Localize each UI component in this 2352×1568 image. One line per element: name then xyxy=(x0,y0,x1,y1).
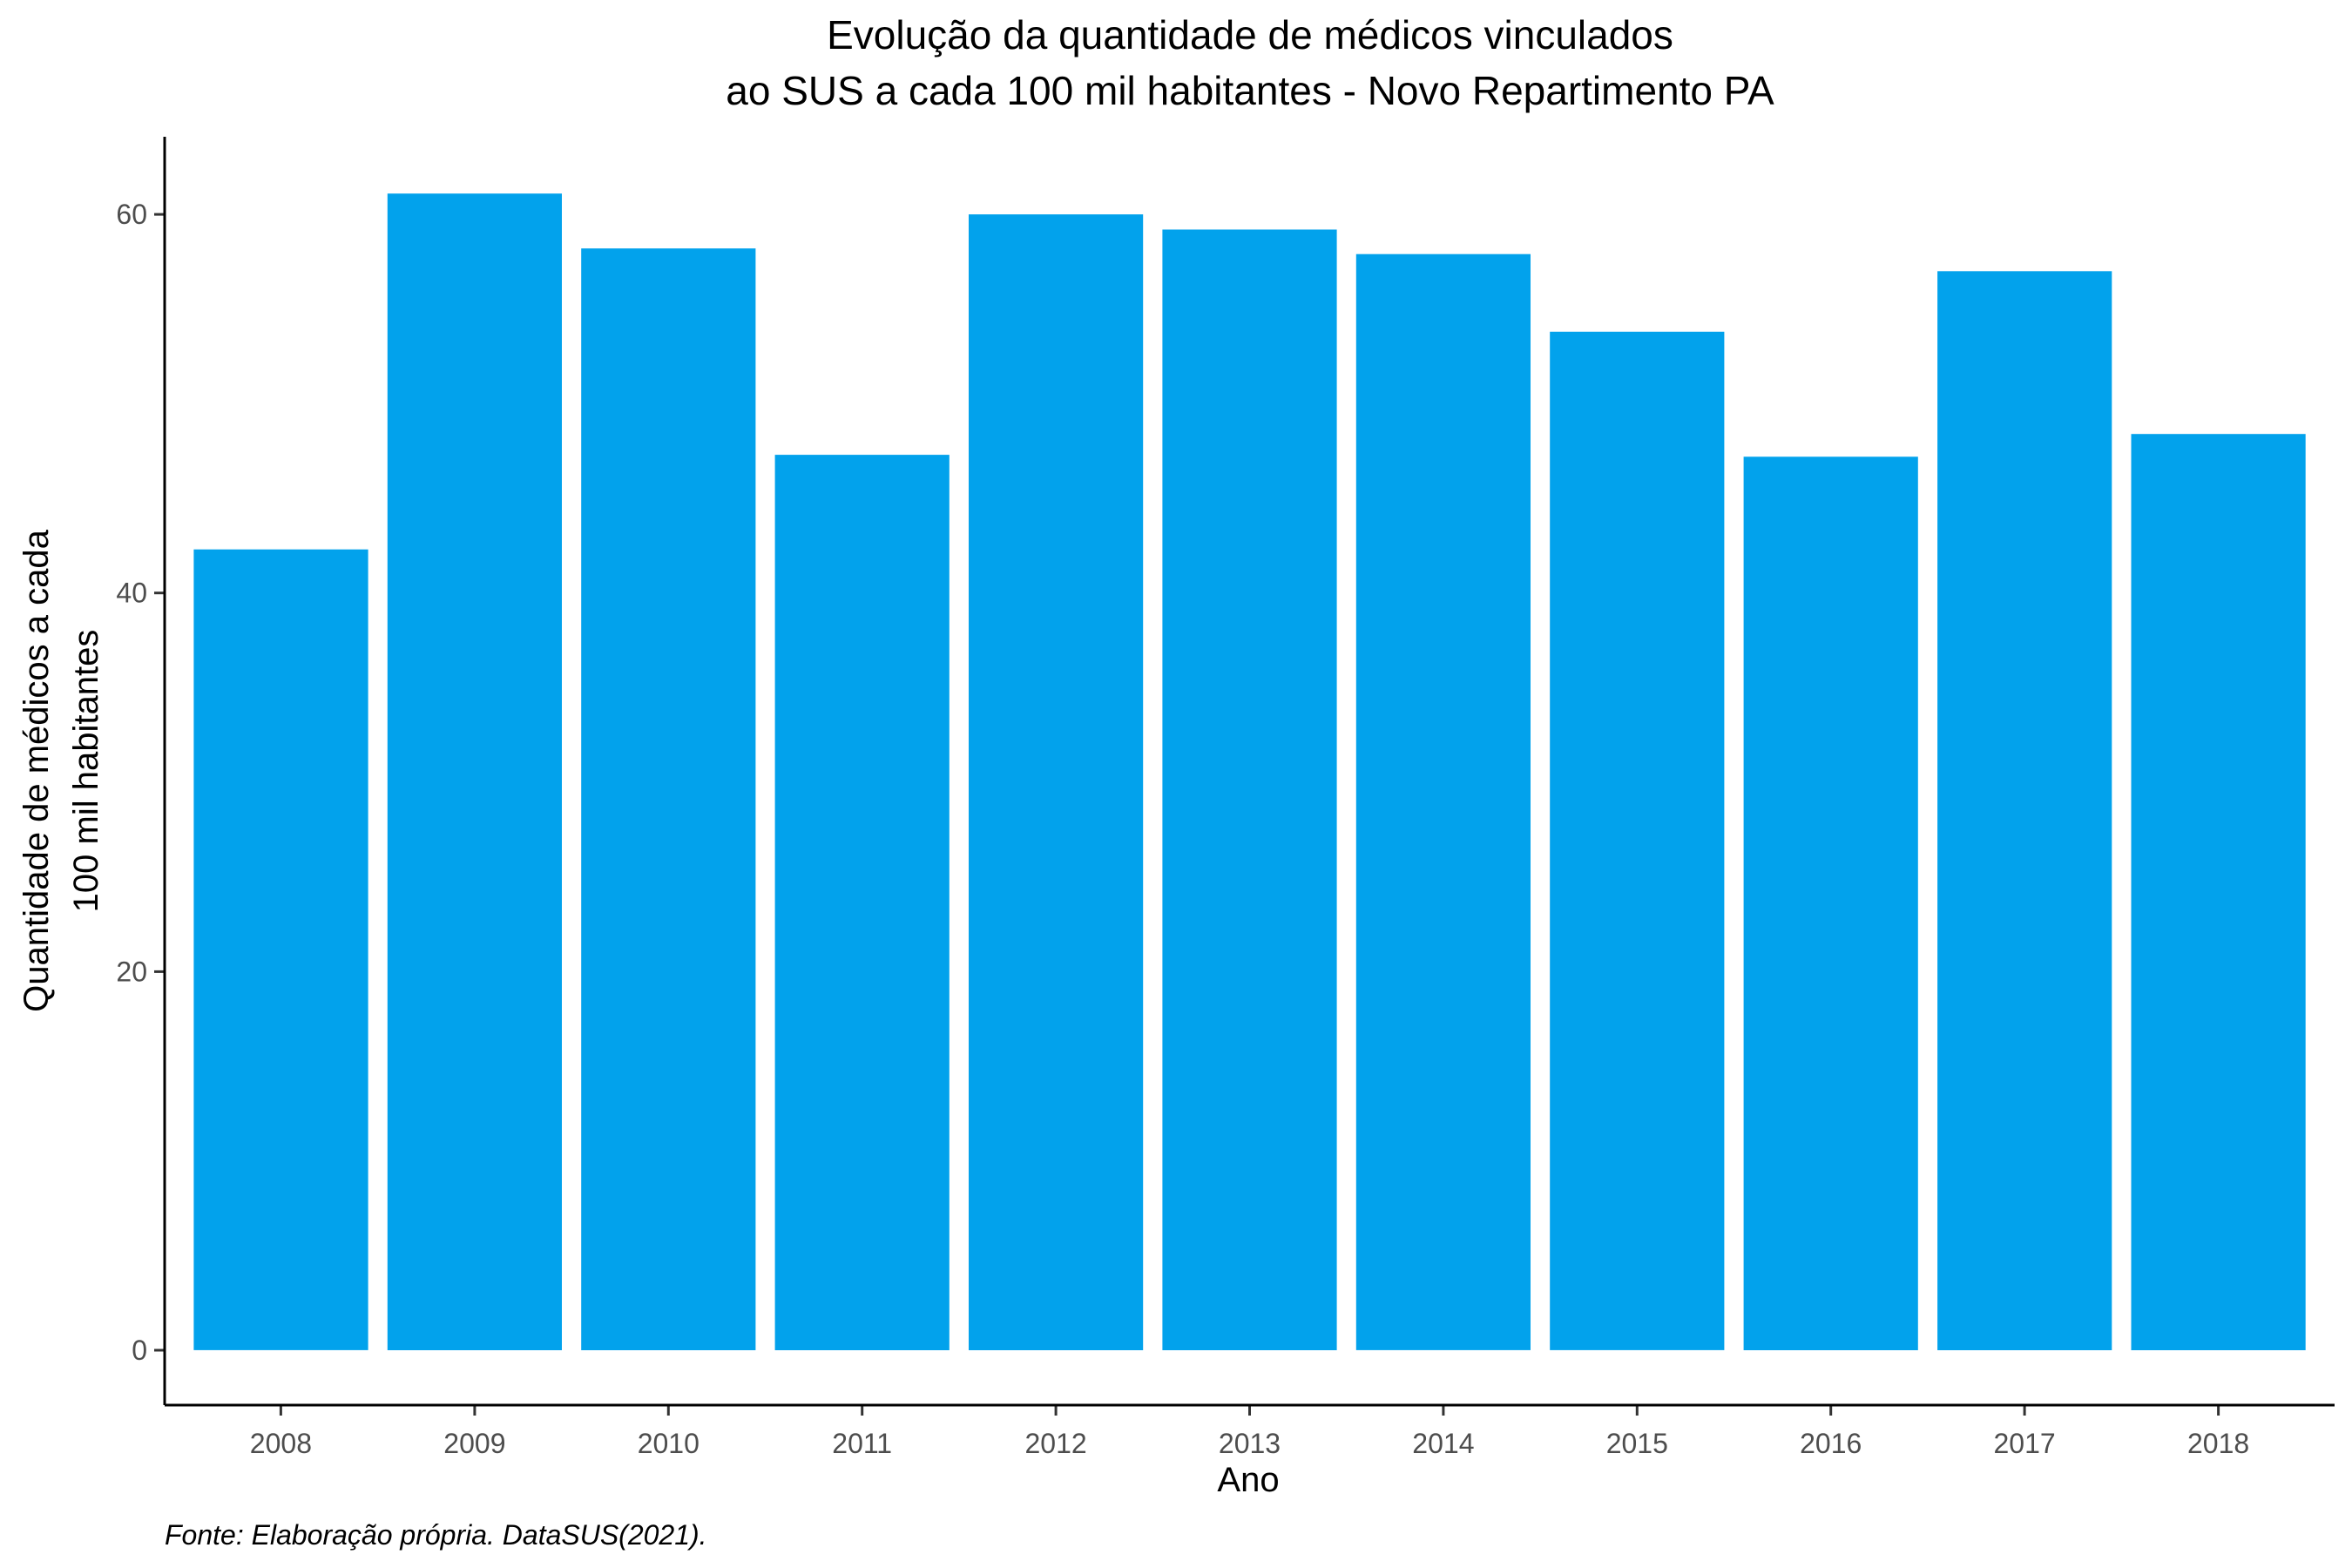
bars-group xyxy=(193,193,2306,1351)
x-tick-label-2010: 2010 xyxy=(638,1428,700,1459)
source-caption: Fonte: Elaboração própria. DataSUS(2021)… xyxy=(165,1519,707,1551)
x-tick-label-2012: 2012 xyxy=(1025,1428,1087,1459)
bar-2018 xyxy=(2131,434,2306,1351)
bar-2016 xyxy=(1743,456,1918,1350)
x-tick-label-2014: 2014 xyxy=(1412,1428,1474,1459)
bar-2012 xyxy=(969,214,1144,1351)
bar-2014 xyxy=(1355,253,1531,1350)
x-tick-label-2017: 2017 xyxy=(1994,1428,2056,1459)
bar-2011 xyxy=(774,455,950,1350)
x-tick-label-2009: 2009 xyxy=(443,1428,505,1459)
bar-2008 xyxy=(193,549,368,1350)
bar-2009 xyxy=(387,193,562,1351)
x-tick-label-2011: 2011 xyxy=(832,1428,892,1459)
bar-2010 xyxy=(581,248,756,1351)
bar-2015 xyxy=(1550,331,1725,1350)
chart-title-line-2: ao SUS a cada 100 mil habitantes - Novo … xyxy=(726,68,1774,113)
bar-2017 xyxy=(1937,271,2112,1350)
y-tick-label-60: 60 xyxy=(116,199,147,230)
bar-2013 xyxy=(1162,229,1337,1350)
x-tick-label-2015: 2015 xyxy=(1606,1428,1668,1459)
y-axis-ticks: 0 20 40 60 xyxy=(116,199,165,1366)
y-tick-label-40: 40 xyxy=(116,578,147,609)
x-axis-title: Ano xyxy=(1217,1461,1279,1499)
y-axis-title-line-1: Quantidade de médicos a cada xyxy=(17,529,56,1011)
y-tick-label-0: 0 xyxy=(132,1335,147,1366)
y-tick-label-20: 20 xyxy=(116,956,147,987)
x-axis-ticks: 2008 2009 2010 2011 2012 2013 2014 2015 2016 2017… xyxy=(250,1405,2249,1459)
x-tick-label-2018: 2018 xyxy=(2187,1428,2249,1459)
x-tick-label-2016: 2016 xyxy=(1800,1428,1862,1459)
chart-title-line-1: Evolução da quantidade de médicos vincul… xyxy=(827,12,1673,57)
x-tick-label-2008: 2008 xyxy=(250,1428,312,1459)
x-tick-label-2013: 2013 xyxy=(1219,1428,1281,1459)
y-axis-title-line-2: 100 mil habitantes xyxy=(67,630,105,913)
